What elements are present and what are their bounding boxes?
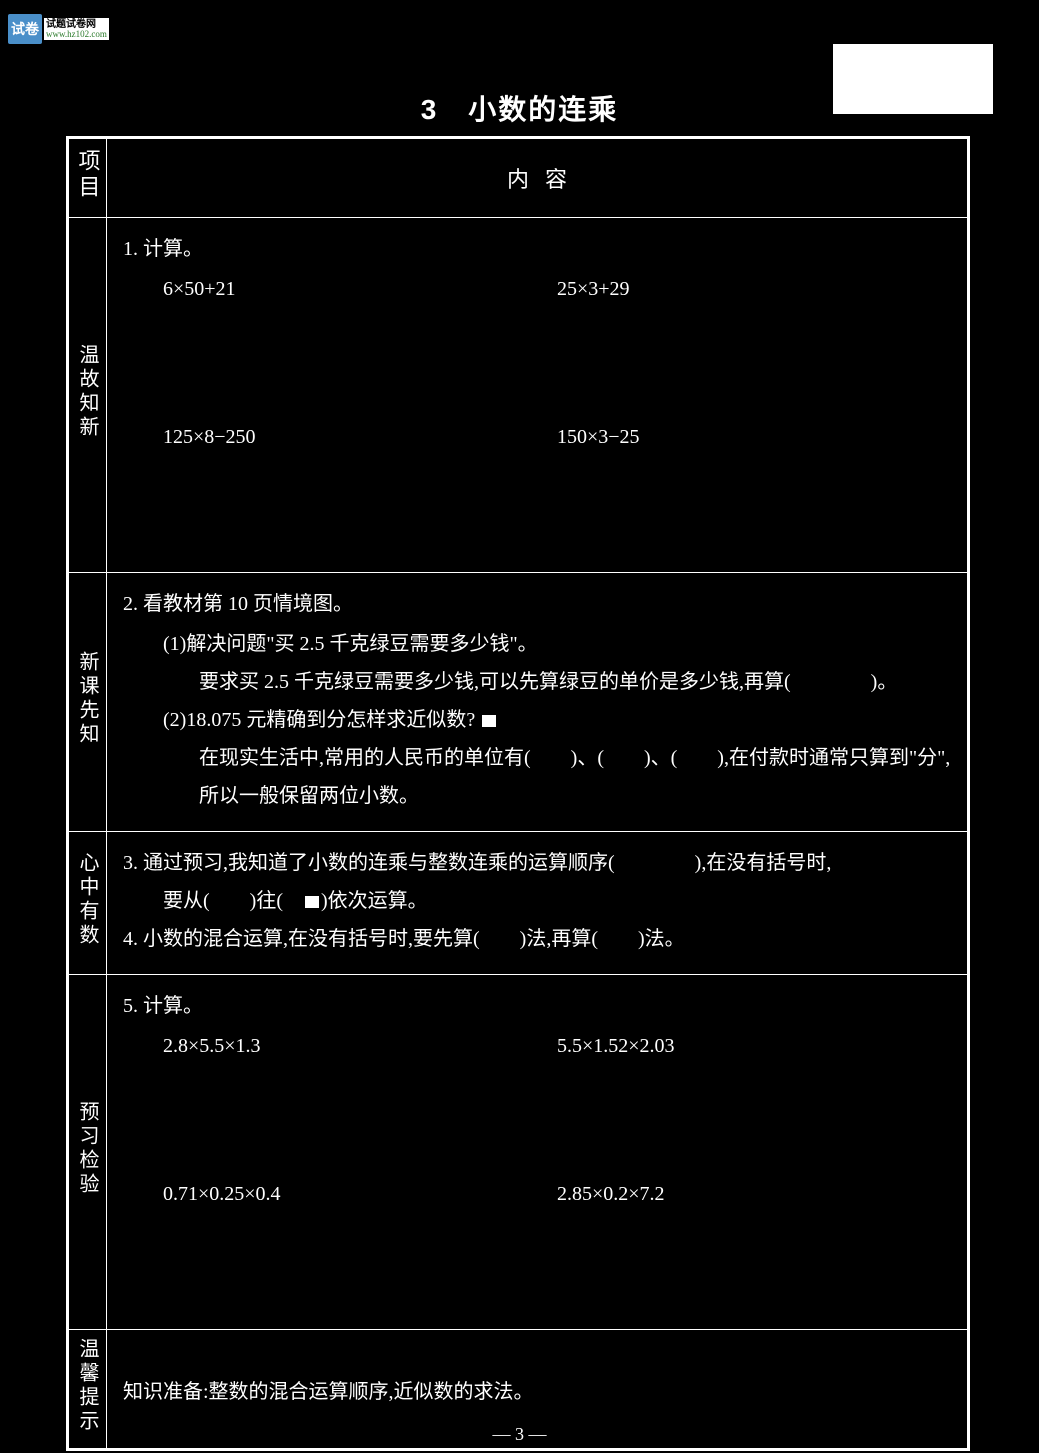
row-section4: 预习检验 5. 计算。 2.8×5.5×1.3 5.5×1.52×2.03 0.… [69,975,968,1330]
q2-2-text-span: (2)18.075 元精确到分怎样求近似数? [163,709,475,731]
q2-2-text: 在现实生活中,常用的人民币的单位有( )、( )、( ),在付款时通常只算到"分… [123,739,951,815]
section3-label-text: 心中有数 [73,852,102,948]
logo-url: www.hz102.com [46,30,107,40]
calc5-a1: 2.8×5.5×1.3 [163,1027,557,1065]
black-square-icon-2 [305,896,319,908]
page-number: — 3 — [0,1424,1039,1445]
calc-row-2: 125×8−250 150×3−25 [123,418,951,456]
section2-content: 2. 看教材第 10 页情境图。 (1)解决问题"买 2.5 千克绿豆需要多少钱… [107,573,968,832]
header-col1: 项目 [69,139,107,218]
row-section1: 温故知新 1. 计算。 6×50+21 25×3+29 125×8−250 15… [69,218,968,573]
section3-content: 3. 通过预习,我知道了小数的连乘与整数连乘的运算顺序( ),在没有括号时, 要… [107,832,968,975]
logo-box: 试卷 [8,14,42,44]
q3-text-b: 要从( )往( [163,890,303,912]
table-header: 项目 内容 [69,139,968,218]
section1-label: 温故知新 [69,218,107,573]
page-title: 3 小数的连乘 [0,88,1039,128]
header-col2: 内容 [107,139,968,218]
section4-label: 预习检验 [69,975,107,1330]
q5-title: 5. 计算。 [123,987,951,1025]
q3-text-c: )依次运算。 [321,890,428,912]
calc5-a2: 5.5×1.52×2.03 [557,1027,951,1065]
header-col2-a: 内 [507,167,545,192]
logo-cn: 试题试卷网 [46,19,107,30]
calc-row-4: 0.71×0.25×0.4 2.85×0.2×7.2 [123,1175,951,1213]
q2-2: (2)18.075 元精确到分怎样求近似数? [123,701,951,739]
section3-label: 心中有数 [69,832,107,975]
q4-text: 4. 小数的混合运算,在没有括号时,要先算( )法,再算( )法。 [123,920,951,958]
section4-label-text: 预习检验 [73,1101,102,1197]
q3-line2: 要从( )往( )依次运算。 [123,882,951,920]
main-table: 项目 内容 温故知新 1. 计算。 6×50+21 25×3+29 125×8−… [66,136,970,1451]
logo-text: 试题试卷网 www.hz102.com [44,18,109,41]
q1-title: 1. 计算。 [123,230,951,268]
calc5-b1: 0.71×0.25×0.4 [163,1175,557,1213]
calc-a1: 6×50+21 [163,270,557,308]
section5-label-text: 温馨提示 [73,1338,102,1434]
calc-row-1: 6×50+21 25×3+29 [123,270,951,308]
header-col1-text: 项目 [72,149,104,201]
calc-a2: 25×3+29 [557,270,951,308]
black-square-icon [482,715,496,727]
calc-b1: 125×8−250 [163,418,557,456]
calc5-b2: 2.85×0.2×7.2 [557,1175,951,1213]
row-section2: 新课先知 2. 看教材第 10 页情境图。 (1)解决问题"买 2.5 千克绿豆… [69,573,968,832]
header-col2-b: 容 [545,167,567,192]
section1-content: 1. 计算。 6×50+21 25×3+29 125×8−250 150×3−2… [107,218,968,573]
calc-row-3: 2.8×5.5×1.3 5.5×1.52×2.03 [123,1027,951,1065]
section2-label-text: 新课先知 [73,651,102,747]
q2-1-text: 要求买 2.5 千克绿豆需要多少钱,可以先算绿豆的单价是多少钱,再算( )。 [123,663,951,701]
section1-label-text: 温故知新 [73,344,102,440]
q2-1: (1)解决问题"买 2.5 千克绿豆需要多少钱"。 [123,625,951,663]
logo-area: 试卷 试题试卷网 www.hz102.com [8,14,109,44]
row-section3: 心中有数 3. 通过预习,我知道了小数的连乘与整数连乘的运算顺序( ),在没有括… [69,832,968,975]
q2-title: 2. 看教材第 10 页情境图。 [123,585,951,623]
calc-b2: 150×3−25 [557,418,951,456]
section2-label: 新课先知 [69,573,107,832]
q3-line1: 3. 通过预习,我知道了小数的连乘与整数连乘的运算顺序( ),在没有括号时, [123,844,951,882]
section4-content: 5. 计算。 2.8×5.5×1.3 5.5×1.52×2.03 0.71×0.… [107,975,968,1330]
